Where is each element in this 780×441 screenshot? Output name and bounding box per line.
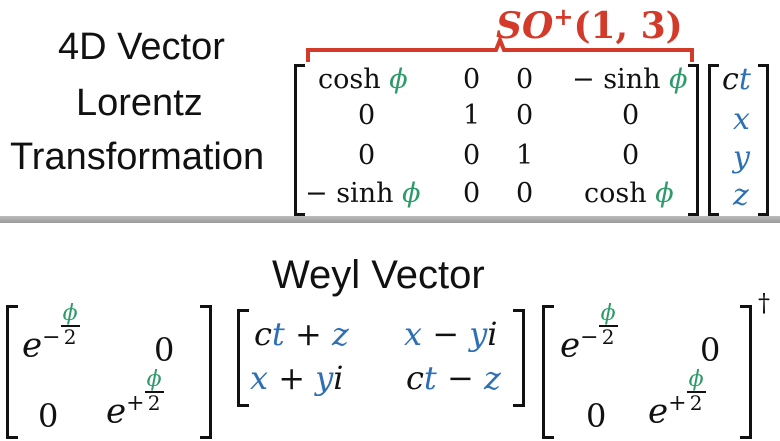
m22: 1: [463, 100, 481, 131]
label-line-2: Lorentz: [76, 82, 203, 124]
left-matrix-right-bracket: [200, 305, 212, 439]
m43: 0: [516, 178, 534, 209]
left-e11: e− ϕ 2: [22, 301, 80, 366]
m21: 0: [358, 100, 376, 131]
m44: cosh ϕ: [584, 178, 674, 209]
label-line-1: 4D Vector: [58, 26, 225, 68]
weyl-title: Weyl Vector: [272, 253, 485, 297]
group-brace: [306, 36, 694, 62]
m23: 0: [516, 100, 534, 131]
m31: 0: [358, 140, 376, 171]
group-label: SO+(1, 3): [496, 2, 683, 47]
middle-matrix-right-bracket: [513, 309, 525, 407]
middle-matrix-left-bracket: [237, 309, 249, 407]
left-e22: e+ ϕ 2: [106, 367, 164, 432]
label-line-3: Transformation: [10, 136, 265, 178]
matrix-right-bracket: [688, 64, 699, 216]
left-e21: 0: [38, 397, 59, 435]
m34: 0: [622, 140, 640, 171]
vector-y: y: [733, 140, 750, 175]
m42: 0: [463, 178, 481, 209]
vector-x: x: [733, 102, 750, 137]
right-e12: 0: [700, 331, 721, 369]
vector-ct: ct: [722, 62, 751, 97]
middle-m21: x + yi: [250, 359, 344, 397]
left-matrix-left-bracket: [6, 305, 18, 439]
left-e12: 0: [154, 331, 175, 369]
m14: − sinh ϕ: [572, 64, 688, 95]
right-e21: 0: [586, 397, 607, 435]
m32: 0: [463, 140, 481, 171]
right-e11: e− ϕ 2: [560, 301, 618, 366]
right-matrix-left-bracket: [542, 305, 554, 439]
vector-left-bracket: [708, 64, 719, 216]
m13: 0: [516, 64, 534, 95]
m33: 1: [516, 140, 534, 171]
vector-right-bracket: [758, 64, 769, 216]
right-matrix-right-bracket: [740, 305, 752, 439]
weyl-section: Weyl Vector e− ϕ 2 0 0 e+ ϕ 2 ct + z x − yi …: [0, 223, 780, 441]
m12: 0: [463, 64, 481, 95]
middle-m11: ct + z: [254, 315, 349, 353]
dagger-symbol: †: [758, 289, 770, 317]
m11: cosh ϕ: [318, 64, 408, 95]
middle-m22: ct − z: [406, 359, 501, 397]
right-e22: e+ ϕ 2: [648, 367, 706, 432]
lorentz-section: 4D Vector Lorentz Transformation SO+(1, …: [0, 0, 780, 216]
m41: − sinh ϕ: [305, 178, 421, 209]
matrix-left-bracket: [294, 64, 305, 216]
middle-m12: x − yi: [404, 315, 498, 353]
m24: 0: [622, 100, 640, 131]
vector-z: z: [733, 178, 749, 213]
section-divider: [0, 216, 780, 223]
